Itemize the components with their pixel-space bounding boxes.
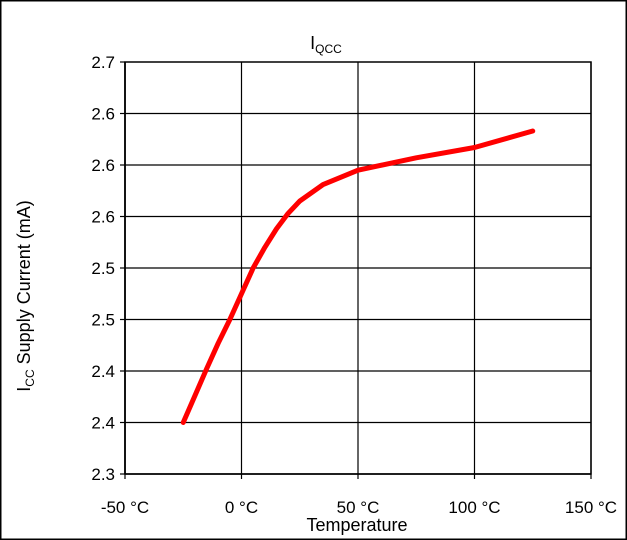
y-tick-label: 2.6 bbox=[91, 208, 115, 227]
y-axis-title-main: I bbox=[14, 387, 34, 392]
x-tick-label: 150 °C bbox=[565, 498, 617, 517]
y-tick-label: 2.6 bbox=[91, 105, 115, 124]
y-axis-title: ICC Supply Current (mA) bbox=[14, 200, 37, 391]
y-tick-label: 2.3 bbox=[91, 465, 115, 484]
y-tick-label: 2.4 bbox=[91, 362, 115, 381]
x-tick-label: 0 °C bbox=[225, 498, 258, 517]
y-tick-label: 2.7 bbox=[91, 53, 115, 72]
y-axis-title-sub: CC bbox=[23, 369, 37, 387]
data-series-line bbox=[180, 128, 536, 425]
axis-layer: -50 °C 0 °C 50 °C 100 °C 150 °C 2.3 2.4 2.4 2.5 2… bbox=[91, 53, 617, 517]
chart-title: IQCC bbox=[310, 33, 342, 56]
x-axis-title: Temperature bbox=[306, 515, 407, 535]
chart-title-main: I bbox=[310, 33, 315, 53]
x-tick-label: 50 °C bbox=[337, 498, 380, 517]
y-axis-title-rest: Supply Current (mA) bbox=[14, 200, 34, 369]
y-tick-label: 2.5 bbox=[91, 311, 115, 330]
x-tick-label: 100 °C bbox=[448, 498, 500, 517]
x-tick-label: -50 °C bbox=[101, 498, 149, 517]
y-tick-label: 2.5 bbox=[91, 259, 115, 278]
series-layer bbox=[180, 128, 536, 425]
chart-title-sub: QCC bbox=[315, 42, 342, 56]
y-tick-label: 2.4 bbox=[91, 414, 115, 433]
y-tick-label: 2.6 bbox=[91, 156, 115, 175]
